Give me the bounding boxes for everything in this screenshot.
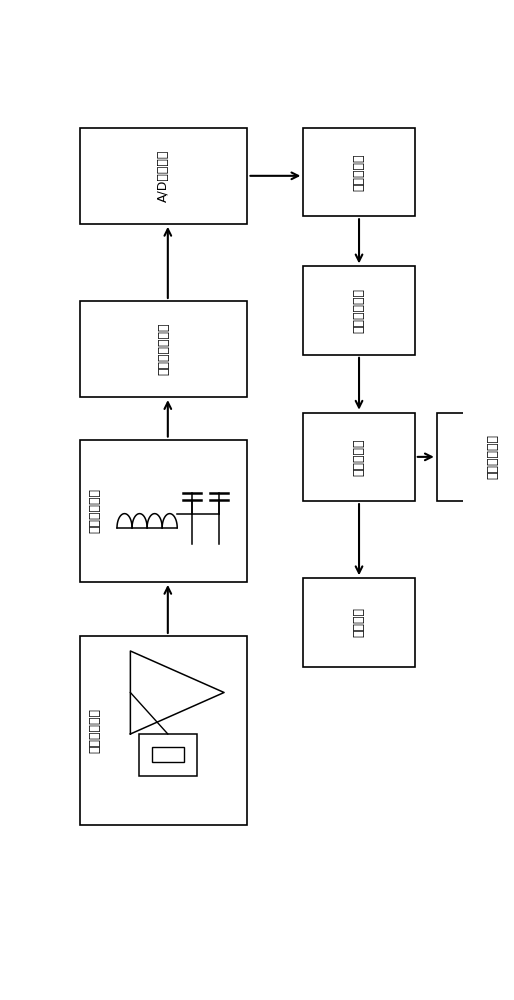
Text: 低通滤波单元: 低通滤波单元 (89, 488, 102, 533)
Bar (80, 440, 248, 582)
Bar (80, 636, 248, 825)
Bar (139, 734, 197, 776)
Bar (152, 747, 184, 762)
Text: 大容量存储器: 大容量存储器 (486, 434, 499, 479)
Text: 双端口存储器: 双端口存储器 (353, 288, 365, 333)
Text: 量程自适应单元: 量程自适应单元 (157, 323, 170, 375)
Bar (80, 128, 248, 224)
Text: 第一处理器: 第一处理器 (353, 153, 365, 191)
Bar (303, 413, 415, 501)
Bar (80, 301, 248, 397)
Text: 以太网口: 以太网口 (353, 607, 365, 637)
Bar (303, 128, 415, 216)
Text: 隔离放大单元: 隔离放大单元 (89, 708, 102, 753)
Bar (437, 413, 514, 501)
Text: A/D采样单元: A/D采样单元 (157, 150, 170, 202)
Bar (303, 578, 415, 667)
Bar (303, 266, 415, 355)
Text: 第二处理器: 第二处理器 (353, 438, 365, 476)
